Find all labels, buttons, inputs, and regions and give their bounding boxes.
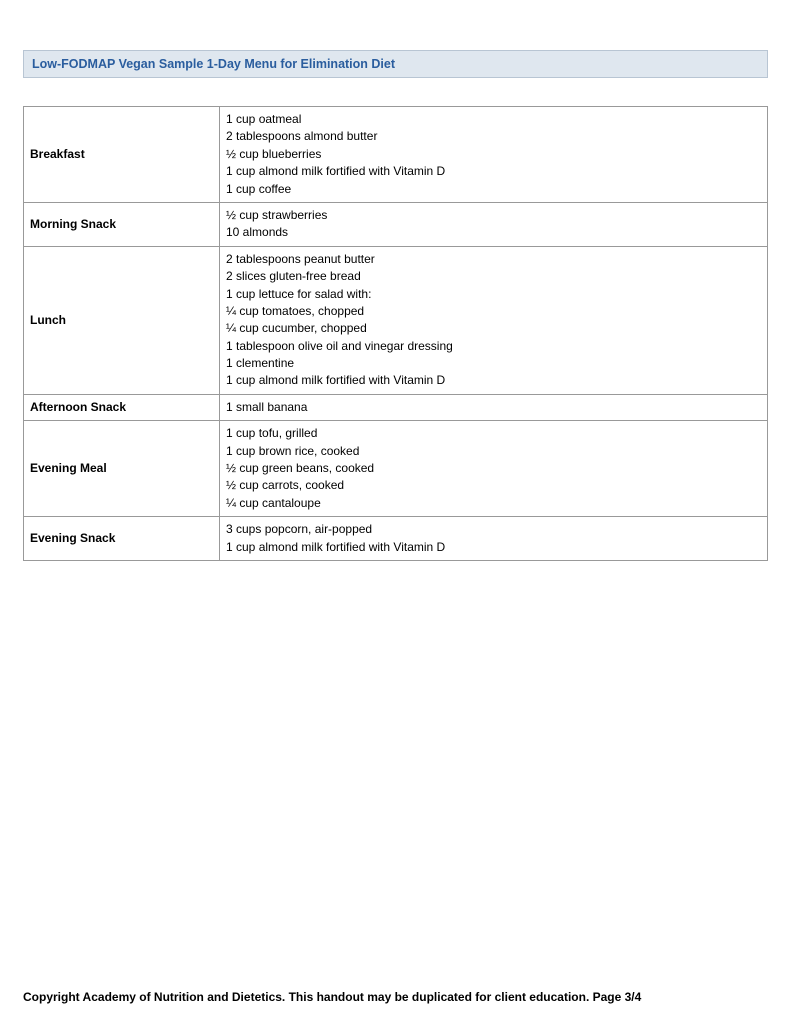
menu-table: Breakfast1 cup oatmeal2 tablespoons almo… xyxy=(23,106,768,561)
footer-text: Copyright Academy of Nutrition and Diete… xyxy=(23,990,768,1004)
meal-items-cell: 1 small banana xyxy=(220,394,768,420)
table-row: Evening Snack3 cups popcorn, air-popped1… xyxy=(24,517,768,561)
meal-name-cell: Evening Snack xyxy=(24,517,220,561)
meal-items-cell: 1 cup tofu, grilled1 cup brown rice, coo… xyxy=(220,421,768,517)
meal-items-cell: 3 cups popcorn, air-popped1 cup almond m… xyxy=(220,517,768,561)
table-row: Morning Snack½ cup strawberries10 almond… xyxy=(24,202,768,246)
table-row: Evening Meal1 cup tofu, grilled1 cup bro… xyxy=(24,421,768,517)
meal-name-cell: Breakfast xyxy=(24,107,220,203)
meal-name-cell: Lunch xyxy=(24,246,220,394)
meal-items-cell: 1 cup oatmeal2 tablespoons almond butter… xyxy=(220,107,768,203)
meal-name-cell: Evening Meal xyxy=(24,421,220,517)
meal-items-cell: 2 tablespoons peanut butter2 slices glut… xyxy=(220,246,768,394)
section-header: Low-FODMAP Vegan Sample 1-Day Menu for E… xyxy=(23,50,768,78)
table-row: Breakfast1 cup oatmeal2 tablespoons almo… xyxy=(24,107,768,203)
meal-name-cell: Morning Snack xyxy=(24,202,220,246)
table-row: Lunch2 tablespoons peanut butter2 slices… xyxy=(24,246,768,394)
table-row: Afternoon Snack1 small banana xyxy=(24,394,768,420)
meal-name-cell: Afternoon Snack xyxy=(24,394,220,420)
meal-items-cell: ½ cup strawberries10 almonds xyxy=(220,202,768,246)
